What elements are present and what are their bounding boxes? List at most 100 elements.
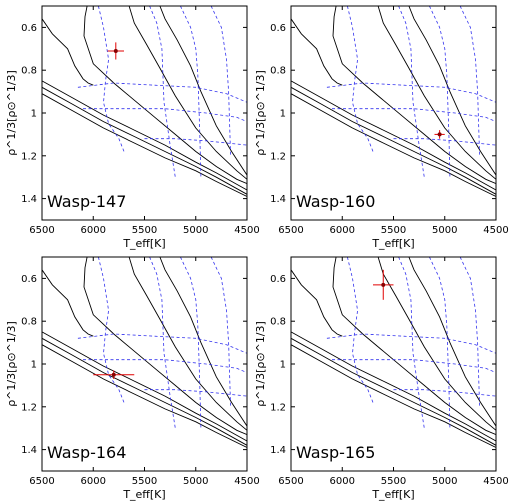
x-axis-label: T_eff[K] [122,237,165,250]
solid-track-6 [291,337,496,446]
dashed-track-14 [144,389,247,397]
y-tick-label: 1 [31,109,37,120]
x-tick-label: 6500 [29,225,54,236]
data-point [113,48,118,53]
solid-track-7 [42,93,247,197]
y-tick-label: 0.8 [21,317,37,328]
y-tick-label: 1.4 [21,194,37,205]
dashed-track-13 [83,359,247,373]
solid-track-7 [291,344,496,448]
dashed-track-9 [398,257,425,429]
panel-title: Wasp-164 [47,443,126,462]
tracks [291,257,496,448]
x-tick-label: 5000 [432,225,457,236]
solid-track-5 [291,331,496,442]
dashed-track-9 [149,257,176,429]
y-tick-label: 0.8 [270,66,286,77]
y-tick-label: 1.2 [21,151,37,162]
panel-title: Wasp-160 [296,192,375,211]
dashed-track-10 [180,257,202,429]
panel-title: Wasp-165 [296,443,375,462]
x-tick-label: 4500 [234,476,259,487]
y-tick-label: 1 [280,360,286,371]
chart-panel-4: 6500 6000 5500 5000 4500 0.6 0.8 1 1.2 1.4 T_eff[K… [254,256,509,501]
x-tick-label: 5000 [183,476,208,487]
y-tick-label: 1 [280,109,286,120]
solid-track-4 [408,257,496,427]
solid-track-4 [159,6,247,176]
y-tick-label: 0.8 [270,317,286,328]
dashed-track-8 [98,257,125,403]
dashed-track-11 [210,257,231,407]
solid-track-6 [42,337,247,446]
solid-track-1 [291,18,343,86]
x-axis-label: T_eff[K] [122,488,165,501]
solid-track-6 [291,86,496,195]
y-axis-label: ρ^1/3[ρ⊙^1/3] [254,70,267,156]
chart-panel-1: 6500 6000 5500 5000 4500 0.6 0.8 1 1.2 1.4 T_eff[K… [5,5,260,250]
dashed-track-13 [83,108,247,122]
x-tick-label: 5000 [183,225,208,236]
dashed-track-14 [393,138,496,146]
dashed-track-9 [149,6,176,178]
x-tick-label: 6500 [29,476,54,487]
y-tick-label: 1.2 [270,151,286,162]
solid-track-1 [42,18,94,86]
x-tick-label: 4500 [483,476,508,487]
x-tick-label: 6000 [330,225,355,236]
data-point [381,282,386,287]
solid-track-5 [291,80,496,191]
solid-track-6 [42,86,247,195]
plot-frame [41,5,248,221]
dashed-track-14 [144,138,247,146]
dashed-track-12 [326,333,496,354]
x-tick-label: 5500 [132,225,157,236]
y-axis-label: ρ^1/3[ρ⊙^1/3] [254,321,267,407]
x-tick-label: 6500 [278,476,303,487]
dashed-track-11 [210,6,231,156]
y-tick-label: 1.2 [270,402,286,413]
dashed-track-14 [393,389,496,397]
x-tick-label: 6500 [278,225,303,236]
plot-frame [290,256,497,472]
x-tick-label: 4500 [234,225,259,236]
dashed-track-12 [77,333,247,354]
solid-track-1 [42,269,94,337]
x-tick-label: 5000 [432,476,457,487]
y-tick-label: 0.6 [21,274,37,285]
x-tick-label: 5500 [381,476,406,487]
dashed-track-12 [77,82,247,103]
x-tick-label: 6000 [81,476,106,487]
solid-track-3 [377,6,496,180]
y-tick-label: 1.4 [270,194,286,205]
solid-track-5 [42,331,247,442]
y-tick-label: 1.4 [21,445,37,456]
dashed-track-11 [459,257,480,407]
y-tick-label: 0.6 [270,23,286,34]
dashed-track-8 [98,6,125,152]
panel-title: Wasp-147 [47,192,126,211]
y-axis-label: ρ^1/3[ρ⊙^1/3] [5,321,18,407]
x-axis-label: T_eff[K] [371,237,414,250]
y-tick-label: 1 [31,360,37,371]
solid-track-3 [128,6,247,180]
chart-panel-2: 6500 6000 5500 5000 4500 0.6 0.8 1 1.2 1.4 T_eff[K… [254,5,509,250]
x-tick-label: 6000 [330,476,355,487]
solid-track-3 [377,257,496,431]
y-tick-label: 0.8 [21,66,37,77]
tracks [291,6,496,197]
plot-frame [41,256,248,472]
solid-track-4 [408,6,496,176]
y-tick-label: 0.6 [21,23,37,34]
dashed-track-12 [326,82,496,103]
dashed-track-10 [429,6,451,178]
x-tick-label: 5500 [381,225,406,236]
solid-track-3 [128,257,247,431]
plot-frame [290,5,497,221]
data-point [111,372,116,377]
y-tick-label: 0.6 [270,274,286,285]
dashed-track-10 [180,6,202,178]
dashed-track-9 [398,6,425,178]
tracks [42,257,247,448]
